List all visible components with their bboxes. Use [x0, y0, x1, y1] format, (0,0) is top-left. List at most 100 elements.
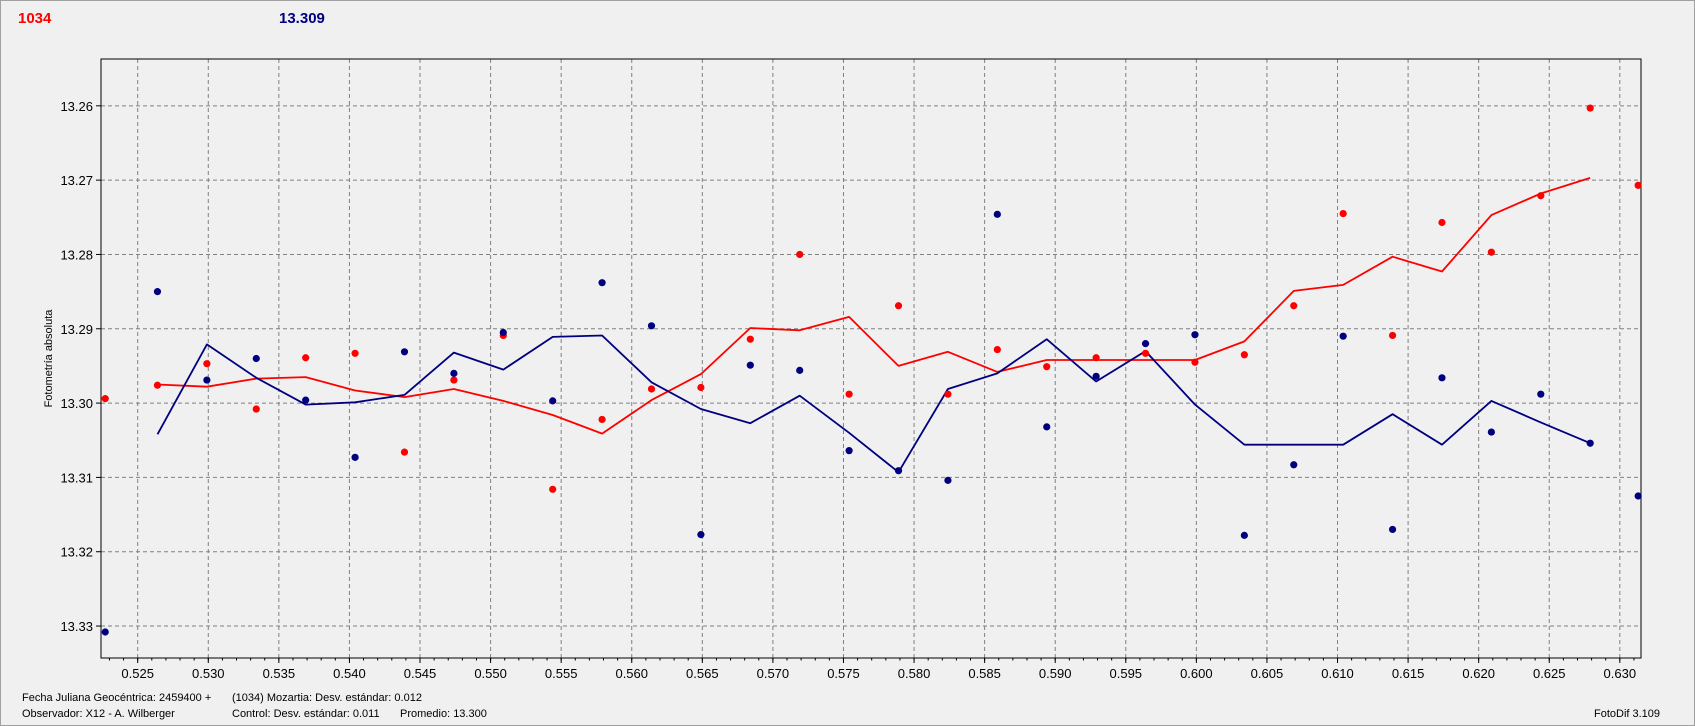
y-tick-label: 13.30: [60, 396, 93, 411]
y-tick-label: 13.33: [60, 619, 93, 634]
variable-star-label: 1034: [18, 10, 52, 27]
series-1-data-point: [203, 360, 211, 368]
x-tick-label: 0.575: [827, 666, 860, 681]
x-tick-label: 0.630: [1604, 666, 1637, 681]
series-2-data-point: [203, 376, 211, 384]
series-2-data-point: [400, 348, 409, 356]
series-1-data-point: [252, 405, 260, 413]
series-1-data-point: [1634, 181, 1642, 189]
x-tick-label: 0.615: [1392, 666, 1425, 681]
observer-label: Observador: X12 - A. Wilberger: [22, 708, 175, 720]
series-2-data-point: [1043, 423, 1051, 431]
series-1-data-point: [1388, 331, 1397, 340]
series-1-data-point: [746, 335, 754, 343]
series-1-data-point: [1141, 349, 1150, 357]
x-tick-label: 0.620: [1462, 666, 1495, 681]
series-1-data-point: [450, 376, 458, 384]
series-2-data-point: [302, 396, 310, 404]
series-1-data-point: [400, 448, 409, 456]
x-tick-label: 0.580: [898, 666, 931, 681]
series-1-data-point: [101, 395, 109, 403]
series-2-data-point: [1487, 428, 1495, 436]
series-1-data-point: [993, 345, 1001, 354]
y-tick-label: 13.26: [60, 99, 93, 114]
series-1-data-point: [351, 349, 359, 357]
series-2-data-point: [746, 361, 754, 369]
series-2-data-point: [499, 328, 507, 337]
comparison-value-label: 13.309: [279, 10, 325, 27]
series-1-data-point: [1438, 218, 1446, 227]
y-axis-title: Fotometría absoluta: [43, 309, 55, 408]
series-2-data-point: [1339, 332, 1347, 340]
x-tick-label: 0.625: [1533, 666, 1566, 681]
x-tick-label: 0.545: [404, 666, 437, 681]
series-2-data-point: [1586, 439, 1594, 447]
julian-date-label: Fecha Juliana Geocéntrica: 2459400 +: [22, 692, 212, 704]
x-tick-label: 0.555: [545, 666, 578, 681]
variable-stats-label: (1034) Mozartia: Desv. estándar: 0.012: [232, 692, 422, 704]
series-2-data-point: [351, 453, 359, 461]
series-1-data-point: [153, 381, 162, 389]
y-tick-label: 13.32: [60, 545, 93, 560]
x-tick-label: 0.535: [263, 666, 296, 681]
series-1-data-point: [549, 485, 557, 493]
x-tick-label: 0.595: [1110, 666, 1143, 681]
series-2-data-point: [697, 531, 705, 539]
series-2-data-point: [1634, 492, 1642, 500]
series-1-data-point: [1487, 248, 1495, 256]
series-2-data-point: [153, 288, 162, 296]
series-2-data-point: [993, 210, 1001, 218]
series-1-data-point: [1290, 302, 1298, 310]
series-2-data-point: [598, 279, 606, 287]
series-1-data-point: [944, 390, 952, 398]
y-tick-label: 13.28: [60, 247, 93, 262]
series-2-data-point: [1092, 372, 1100, 380]
series-1-data-point: [598, 415, 606, 424]
series-2-data-point: [1438, 374, 1446, 382]
series-1-data-point: [302, 354, 310, 362]
x-tick-label: 0.610: [1321, 666, 1354, 681]
x-tick-label: 0.600: [1180, 666, 1213, 681]
software-version-label: FotoDif 3.109: [1594, 708, 1661, 720]
series-2-data-point: [647, 322, 656, 330]
control-stats-label: Control: Desv. estándar: 0.011: [232, 708, 380, 720]
series-2-trend-line: [156, 334, 1591, 474]
x-tick-label: 0.550: [474, 666, 507, 681]
y-tick-label: 13.27: [60, 173, 93, 188]
series-1-data-point: [1537, 192, 1545, 200]
photometry-chart: 0.525 0.530 0.535 0.540 0.545 0.550 0.555 0.560…: [43, 58, 1642, 681]
series-1-data-point: [647, 385, 656, 393]
plot-area: [101, 59, 1641, 658]
series-2-data-point: [1290, 461, 1298, 469]
series-2-data-point: [1537, 390, 1545, 398]
series-1-data-point: [845, 390, 853, 398]
series-1-data-point: [1339, 209, 1347, 218]
series-1-data-point: [697, 383, 705, 392]
average-label: Promedio: 13.300: [400, 708, 487, 720]
series-1-data-point: [1043, 363, 1051, 371]
x-tick-label: 0.560: [615, 666, 648, 681]
y-tick-label: 13.31: [60, 470, 93, 485]
series-2-data-point: [894, 467, 903, 475]
series-1-data-point: [1240, 351, 1248, 359]
series-1-data-point: [1092, 354, 1100, 362]
series-1-data-point: [796, 250, 804, 259]
series-1-data-point: [1191, 358, 1199, 366]
series-2-data-point: [1191, 331, 1199, 339]
y-tick-label: 13.29: [60, 322, 93, 337]
series-2-data-point: [101, 628, 109, 636]
x-tick-label: 0.525: [121, 666, 154, 681]
series-2-data-point: [1240, 531, 1248, 539]
series-2-data-point: [252, 354, 260, 363]
x-tick-label: 0.570: [757, 666, 790, 681]
series-2-data-point: [450, 369, 458, 377]
x-tick-label: 0.590: [1039, 666, 1072, 681]
series-2-data-point: [1141, 340, 1150, 348]
series-2-data-point: [845, 447, 853, 455]
series-2-data-point: [796, 366, 804, 374]
series-1-data-point: [1586, 104, 1594, 112]
x-tick-label: 0.530: [192, 666, 225, 681]
series-1-data-point: [894, 302, 903, 310]
x-tick-label: 0.585: [968, 666, 1001, 681]
x-tick-label: 0.565: [686, 666, 719, 681]
